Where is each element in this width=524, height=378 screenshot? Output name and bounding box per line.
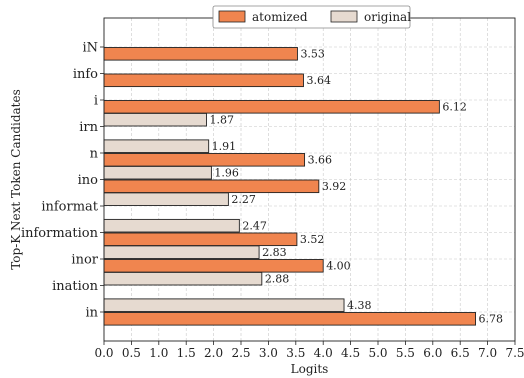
x-axis-title: Logits — [291, 362, 329, 376]
y-tick-label: informat — [41, 200, 98, 215]
value-label: 4.38 — [347, 299, 372, 312]
bar-atomized — [103, 47, 298, 61]
y-tick-label: inor — [71, 253, 98, 268]
bar-atomized — [103, 232, 298, 247]
value-label: 2.27 — [231, 193, 256, 206]
value-label: 1.96 — [214, 167, 239, 180]
value-label: 3.52 — [300, 233, 325, 246]
y-tick-label: in — [85, 306, 98, 321]
y-tick-label: iN — [82, 41, 98, 56]
value-label: 2.88 — [265, 273, 290, 286]
x-tick-label: 0.5 — [122, 346, 141, 360]
x-tick-label: 3.0 — [259, 346, 278, 360]
bar-atomized — [103, 312, 476, 326]
bar-original — [103, 218, 240, 233]
y-tick-label: ination — [52, 279, 98, 294]
x-tick-label: 1.5 — [177, 346, 196, 360]
bar-atomized — [103, 153, 306, 167]
bar-atomized — [103, 259, 324, 273]
y-axis-title: Top-K Next Token Candidates — [9, 89, 23, 270]
x-tick-label: 4.5 — [341, 346, 360, 360]
bar-atomized — [103, 179, 320, 194]
value-label: 1.91 — [212, 140, 237, 153]
bar-original — [103, 139, 210, 153]
legend-swatch-original — [330, 10, 358, 23]
bar-original — [103, 298, 345, 312]
x-tick-label: 7.5 — [505, 346, 524, 360]
value-label: 3.66 — [308, 154, 333, 167]
bar-original — [103, 271, 263, 286]
x-tick-label: 1.0 — [149, 346, 168, 360]
y-tick-label: ino — [78, 173, 99, 188]
legend-swatch-atomized — [218, 10, 246, 23]
value-label: 2.47 — [242, 220, 267, 233]
bar-original — [103, 165, 212, 180]
legend-label-atomized: atomized — [252, 10, 308, 24]
value-label: 3.53 — [300, 48, 325, 61]
value-label: 4.00 — [326, 260, 351, 273]
bar-original — [103, 245, 260, 259]
x-tick-label: 6.5 — [451, 346, 470, 360]
y-tick-label: irn — [79, 120, 98, 135]
bar-atomized — [103, 100, 440, 114]
x-tick-label: 7.0 — [478, 346, 497, 360]
x-tick-label: 0.0 — [94, 346, 113, 360]
legend: atomized original — [212, 5, 411, 29]
legend-label-original: original — [364, 10, 411, 24]
x-tick-label: 4.0 — [314, 346, 333, 360]
x-tick-label: 2.0 — [204, 346, 223, 360]
x-tick-label: 6.0 — [423, 346, 442, 360]
value-label: 1.87 — [209, 114, 234, 127]
value-label: 2.83 — [262, 246, 287, 259]
bar-original — [103, 112, 207, 127]
x-tick-label: 5.0 — [368, 346, 387, 360]
x-tick-label: 3.5 — [286, 346, 305, 360]
value-label: 6.12 — [442, 101, 467, 114]
legend-box — [212, 5, 411, 29]
value-label: 3.64 — [306, 74, 331, 87]
x-tick-label: 2.5 — [231, 346, 250, 360]
y-tick-label: i — [94, 94, 98, 109]
x-tick-label: 5.5 — [396, 346, 415, 360]
bar-atomized — [103, 73, 304, 88]
y-tick-label: n — [90, 147, 99, 162]
y-tick-label: info — [73, 67, 98, 82]
value-label: 6.78 — [479, 313, 504, 326]
bar-original — [103, 192, 229, 206]
value-label: 3.92 — [322, 180, 347, 193]
y-tick-label: information — [21, 226, 99, 241]
